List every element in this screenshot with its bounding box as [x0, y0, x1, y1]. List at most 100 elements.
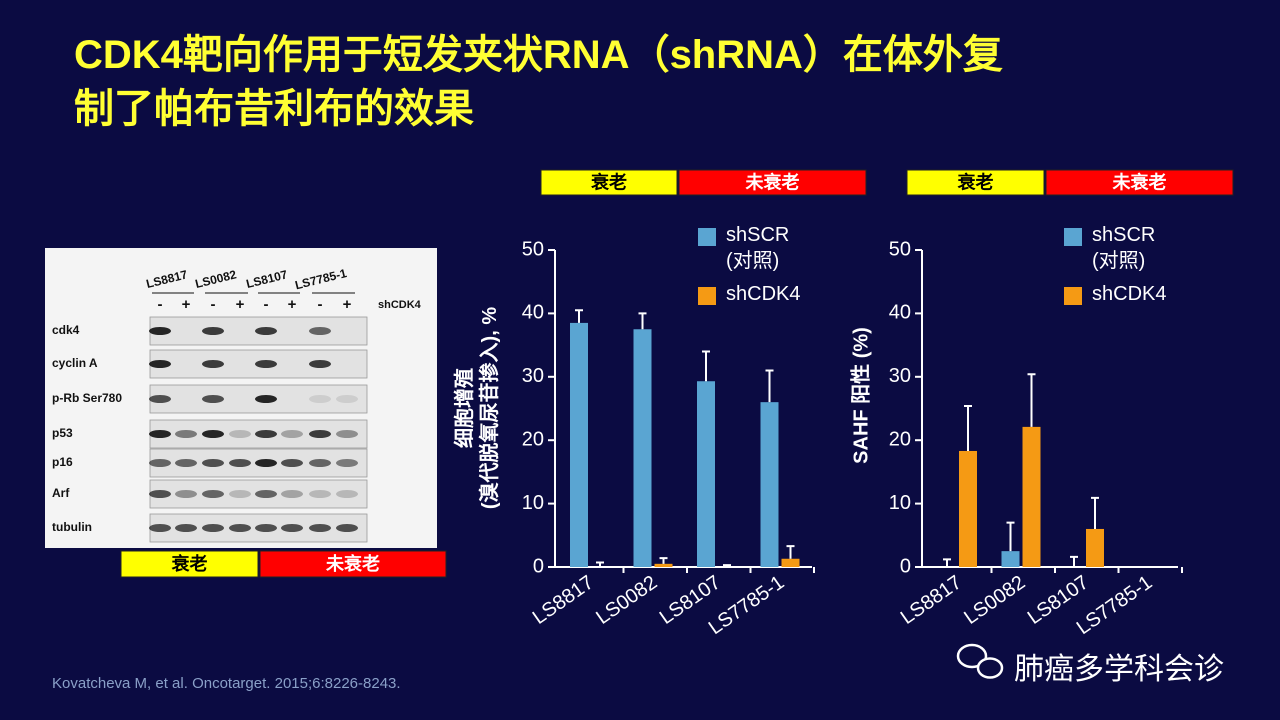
blot-band	[229, 524, 251, 532]
legend-swatch	[1064, 228, 1082, 246]
group-label: 衰老	[171, 553, 208, 574]
group-bar	[259, 550, 447, 578]
protein-label: p53	[52, 426, 73, 440]
blot-band	[255, 459, 277, 467]
blot-band	[309, 327, 331, 335]
blot-band	[149, 430, 171, 438]
bar	[570, 322, 588, 567]
wechat-icon	[956, 643, 988, 669]
legend-label: shCDK4	[726, 283, 801, 305]
bar	[1022, 426, 1041, 567]
treatment-sign: +	[236, 296, 245, 313]
group-label: 衰老	[590, 171, 627, 192]
y-tick-label: 30	[522, 365, 544, 387]
group-bar	[678, 169, 867, 196]
slide-title: CDK4靶向作用于短发夹状RNA（shRNA）在体外复 制了帕布昔利布的效果	[74, 33, 1003, 131]
legend-label: shCDK4	[1092, 283, 1167, 305]
blot-band	[175, 459, 197, 467]
error-bar	[1070, 555, 1078, 567]
group-label: 未衰老	[1113, 171, 1167, 192]
legend-swatch	[698, 287, 716, 305]
blot-band	[336, 459, 358, 467]
blot-band	[281, 459, 303, 467]
error-bar	[596, 561, 604, 567]
legend-swatch	[698, 228, 716, 246]
treatment-sign: +	[288, 296, 297, 313]
blot-band	[175, 490, 197, 498]
legend-label: shSCR (对照)	[1092, 224, 1156, 272]
blot-band	[149, 327, 171, 335]
blot-band	[255, 490, 277, 498]
bar	[781, 558, 800, 567]
error-bar	[638, 312, 647, 330]
y-tick-label: 20	[889, 428, 911, 450]
blot-band	[309, 524, 331, 532]
treatment-sign: -	[158, 296, 163, 313]
blot-band	[175, 430, 197, 438]
error-bar	[723, 564, 731, 567]
blot-band	[229, 459, 251, 467]
y-tick-label: 40	[522, 302, 544, 324]
error-bar	[1027, 373, 1036, 427]
y-tick-label: 30	[889, 365, 911, 387]
blot-band	[309, 360, 331, 368]
blot-band	[309, 490, 331, 498]
blot-band	[255, 395, 277, 403]
blot-band	[255, 430, 277, 438]
error-bar	[943, 558, 951, 567]
y-tick-label: 50	[522, 238, 544, 260]
y-tick-label: 10	[522, 492, 544, 514]
blot-band	[281, 524, 303, 532]
bar	[633, 329, 652, 567]
blot-band	[281, 430, 303, 438]
blot-band	[149, 395, 171, 403]
bar	[760, 402, 779, 567]
treatment-sign: -	[318, 296, 323, 313]
error-bar	[575, 309, 583, 323]
blot-band	[336, 490, 358, 498]
blot-band	[309, 430, 331, 438]
blot-band	[175, 524, 197, 532]
group-bar	[120, 550, 259, 578]
group-bar	[1045, 169, 1234, 196]
blot-band	[149, 360, 171, 368]
blot-band	[202, 360, 224, 368]
group-label: 未衰老	[326, 553, 380, 574]
blot-band	[255, 524, 277, 532]
treatment-label: shCDK4	[378, 299, 422, 311]
treatment-sign: -	[264, 296, 269, 313]
blot-band	[229, 490, 251, 498]
wechat-icon	[976, 657, 1004, 679]
x-tick-label: LS8817	[897, 571, 966, 629]
error-bar	[659, 557, 668, 564]
y-tick-label: 0	[533, 555, 544, 577]
blot-band	[149, 459, 171, 467]
blot-band	[149, 490, 171, 498]
legend-label: shSCR (对照)	[726, 224, 790, 272]
bar	[1086, 528, 1104, 567]
blot-band	[202, 327, 224, 335]
protein-label: Arf	[52, 486, 70, 500]
blot-band	[309, 395, 331, 403]
blot-band	[202, 430, 224, 438]
watermark: 肺癌多学科会诊	[1014, 653, 1224, 686]
blot-band	[255, 327, 277, 335]
y-axis-label: SAHF 阳性 (%)	[850, 326, 873, 464]
group-label: 未衰老	[746, 171, 800, 192]
group-label: 衰老	[957, 171, 994, 192]
blot-band	[202, 524, 224, 532]
error-bar	[702, 350, 710, 382]
x-tick-label: LS0082	[592, 571, 661, 629]
protein-label: cyclin A	[52, 356, 98, 370]
error-bar	[1091, 496, 1099, 529]
error-bar	[786, 545, 795, 559]
y-tick-label: 20	[522, 428, 544, 450]
y-tick-label: 10	[889, 492, 911, 514]
protein-label: p16	[52, 455, 73, 469]
bar	[959, 450, 977, 567]
y-tick-label: 0	[900, 555, 911, 577]
blot-band	[202, 395, 224, 403]
bar	[654, 563, 673, 567]
